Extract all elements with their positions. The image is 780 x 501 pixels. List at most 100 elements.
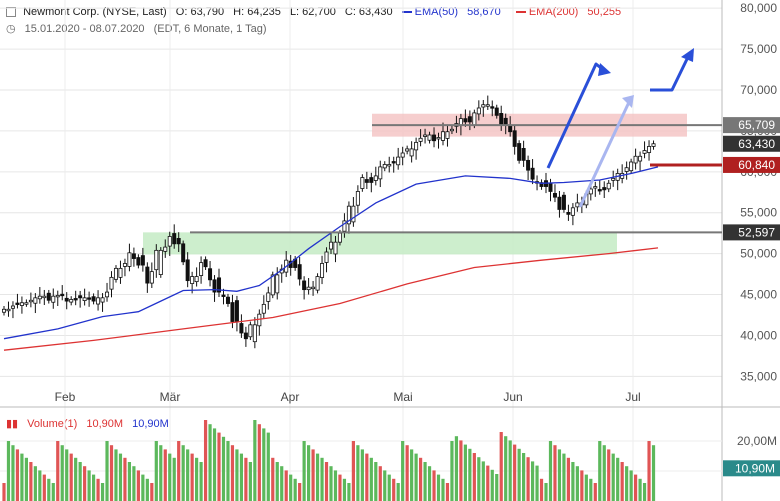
candle-body <box>199 262 204 276</box>
candle-body <box>297 264 302 280</box>
chart-header: Newmont Corp. (NYSE, Last) O: 63,790 H: … <box>6 6 633 18</box>
volume-bar <box>257 424 261 501</box>
candle-body <box>91 296 96 302</box>
candle-body <box>239 323 244 334</box>
candle-body <box>24 302 29 305</box>
volume-bar <box>15 449 20 501</box>
volume-marker-label: 10,90M <box>735 461 775 475</box>
volume-bar <box>91 474 96 501</box>
candle-body <box>588 188 593 195</box>
price-marker-box <box>723 135 780 152</box>
candle-body <box>405 148 410 152</box>
volume-bar <box>20 453 24 501</box>
volume-bar <box>271 457 275 501</box>
chart-subheader: ◷ 15.01.2020 - 08.07.2020 (EDT, 6 Monate… <box>6 22 273 35</box>
candle-body <box>521 148 526 161</box>
candle-body <box>351 205 356 223</box>
volume-bar <box>441 478 445 501</box>
candle-body <box>136 257 141 266</box>
volume-bar <box>593 483 597 501</box>
volume-bar <box>530 461 535 501</box>
volume-bar <box>450 441 454 501</box>
candle-body <box>28 299 33 303</box>
volume-bar <box>195 457 199 501</box>
candle-body <box>145 266 150 284</box>
month-label: Mai <box>393 390 412 404</box>
volume-marker-box <box>723 460 780 477</box>
volume-bar <box>392 478 396 501</box>
volume-bar <box>477 457 481 501</box>
volume-bar <box>481 461 485 501</box>
volume-bar <box>526 457 530 501</box>
candle-body <box>96 297 101 305</box>
ema50-legend: EMA(50) 58,670 <box>401 6 510 18</box>
volume-bar <box>118 453 123 501</box>
volume-bar <box>127 462 132 501</box>
volume-bar <box>123 457 127 501</box>
candle-body <box>440 131 445 141</box>
candle-body <box>494 107 499 116</box>
volume-bar <box>495 474 499 501</box>
candle-body <box>55 294 60 298</box>
volume-bar <box>253 420 257 501</box>
volume-tick-label: 20,00M <box>737 434 777 448</box>
close-value: C: 63,430 <box>344 6 393 18</box>
volume-bar <box>584 474 588 501</box>
volume-bar <box>212 428 217 501</box>
volume-bar <box>177 441 181 501</box>
candle-body <box>234 300 239 322</box>
candle-body <box>490 106 495 109</box>
candle-body <box>463 118 468 123</box>
volume-bar <box>535 465 539 501</box>
volume-bar <box>342 478 347 501</box>
volume-bar <box>589 478 593 501</box>
candle-body <box>624 167 629 172</box>
volume-bar <box>602 445 606 501</box>
volume-bar <box>553 445 557 501</box>
volume-bar <box>405 445 409 501</box>
candle-body <box>481 104 486 108</box>
candle-body <box>320 263 325 278</box>
checkbox-icon[interactable] <box>6 7 16 18</box>
volume-bar <box>598 441 602 501</box>
volume-bar <box>208 424 212 501</box>
volume-bar <box>141 474 145 501</box>
volume-bar <box>293 478 297 501</box>
volume-bar <box>566 457 571 501</box>
candle-body <box>423 134 428 137</box>
volume-bar <box>513 444 517 501</box>
volume-bar <box>320 457 324 501</box>
volume-bar <box>172 457 176 501</box>
volume-bar <box>203 420 208 501</box>
volume-bar <box>539 478 544 501</box>
candle-body <box>512 130 517 147</box>
volume-bar <box>168 453 172 501</box>
volume-bar <box>423 462 427 501</box>
volume-bar <box>463 444 467 501</box>
candle-body <box>248 324 253 338</box>
candle-body <box>476 107 481 115</box>
volume-bar <box>365 453 369 501</box>
candle-body <box>6 308 11 312</box>
forecast-arrow-light <box>578 99 632 208</box>
candle-body <box>400 152 405 158</box>
clock-icon: ◷ <box>6 23 16 35</box>
candle-body <box>261 303 266 314</box>
candle-body <box>163 246 168 252</box>
candle-body <box>418 137 423 142</box>
date-range: 15.01.2020 - 08.07.2020 <box>24 23 145 35</box>
volume-bar <box>6 441 11 501</box>
volume-bar <box>625 466 629 501</box>
candle-body <box>503 117 508 125</box>
open-value: O: 63,790 <box>175 6 225 18</box>
candle-body <box>190 276 195 284</box>
candle-body <box>10 305 15 309</box>
candle-body <box>606 182 611 190</box>
candle-body <box>15 302 20 305</box>
candle-body <box>266 292 271 302</box>
volume-bar <box>360 449 364 501</box>
volume-bar <box>150 483 154 501</box>
volume-bar <box>522 453 526 501</box>
volume-bar <box>486 465 490 501</box>
candle-body <box>208 268 213 281</box>
